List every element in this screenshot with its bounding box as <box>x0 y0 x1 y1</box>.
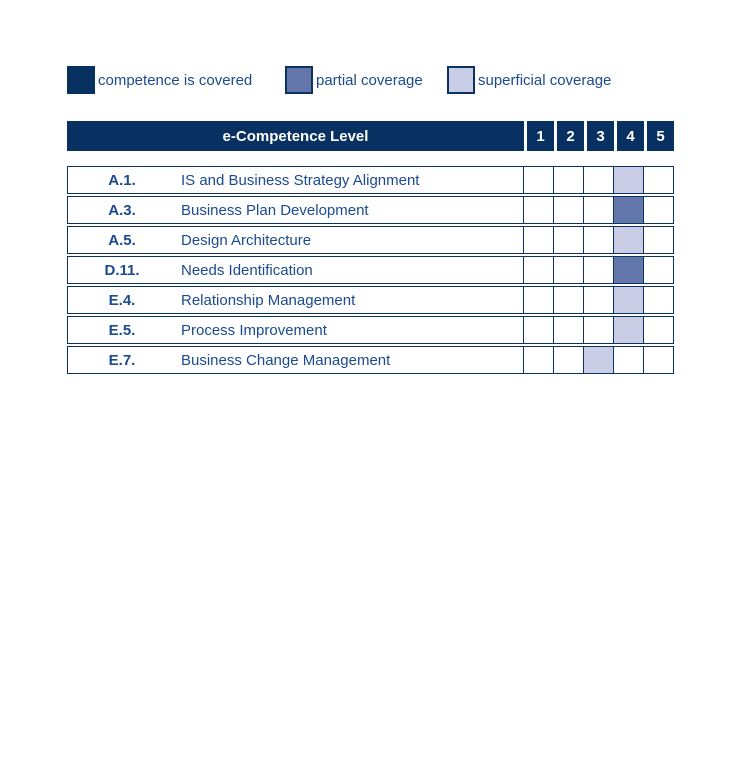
matrix-cell <box>643 167 673 193</box>
legend-label-partial: partial coverage <box>316 71 423 89</box>
table-row: A.3. Business Plan Development <box>67 196 674 224</box>
matrix-cell <box>583 257 613 283</box>
matrix-cell <box>523 257 553 283</box>
row-code: D.11. <box>104 261 140 279</box>
table-row: E.4. Relationship Management <box>67 286 674 314</box>
table-row: E.5. Process Improvement <box>67 316 674 344</box>
partial-swatch-icon <box>285 66 313 94</box>
matrix-cell <box>583 167 613 193</box>
matrix-cell <box>583 287 613 313</box>
matrix-cell <box>583 227 613 253</box>
row-code: A.5. <box>108 231 136 249</box>
level-header-3: 3 <box>587 121 614 151</box>
legend-item-partial: partial coverage <box>285 66 423 94</box>
row-label: Relationship Management <box>181 291 356 309</box>
matrix-cell <box>583 317 613 343</box>
level-header-2: 2 <box>557 121 584 151</box>
level-header-4: 4 <box>617 121 644 151</box>
matrix-cell <box>643 257 673 283</box>
covered-swatch-icon <box>67 66 95 94</box>
matrix-cell <box>553 257 583 283</box>
matrix-cell <box>553 227 583 253</box>
matrix-cell <box>613 317 643 343</box>
matrix-cell <box>643 317 673 343</box>
legend-label-superficial: superficial coverage <box>478 71 612 89</box>
matrix-cell <box>613 257 643 283</box>
row-label: Process Improvement <box>181 321 327 339</box>
row-label: Design Architecture <box>181 231 312 249</box>
table-row: E.7. Business Change Management <box>67 346 674 374</box>
matrix-cell <box>523 347 553 373</box>
row-code: E.7. <box>108 351 136 369</box>
matrix-cell <box>523 287 553 313</box>
matrix-cell <box>643 227 673 253</box>
legend-item-covered: competence is covered <box>67 66 252 94</box>
level-header-5: 5 <box>647 121 674 151</box>
matrix-cell <box>523 317 553 343</box>
matrix-cell <box>553 287 583 313</box>
matrix-cell <box>523 227 553 253</box>
matrix-cell <box>643 287 673 313</box>
table-header: e-Competence Level 1 2 3 4 5 <box>67 121 674 151</box>
row-code: A.1. <box>108 171 136 189</box>
matrix-cell <box>613 347 643 373</box>
matrix-cell <box>553 317 583 343</box>
level-header-1: 1 <box>527 121 554 151</box>
row-label: Business Plan Development <box>181 201 369 219</box>
matrix-cell <box>583 347 613 373</box>
matrix-cell <box>523 197 553 223</box>
competence-table: A.1. IS and Business Strategy Alignment … <box>67 166 674 376</box>
row-code: E.4. <box>108 291 136 309</box>
table-row: D.11. Needs Identification <box>67 256 674 284</box>
row-code: E.5. <box>108 321 136 339</box>
matrix-cell <box>643 347 673 373</box>
row-label: Business Change Management <box>181 351 391 369</box>
matrix-cell <box>523 167 553 193</box>
matrix-cell <box>613 197 643 223</box>
matrix-cell <box>583 197 613 223</box>
legend-item-superficial: superficial coverage <box>447 66 611 94</box>
matrix-cell <box>553 167 583 193</box>
row-code: A.3. <box>108 201 136 219</box>
table-title: e-Competence Level <box>67 121 524 151</box>
matrix-cell <box>553 347 583 373</box>
matrix-cell <box>553 197 583 223</box>
matrix-cell <box>643 197 673 223</box>
matrix-cell <box>613 227 643 253</box>
matrix-cell <box>613 167 643 193</box>
row-label: Needs Identification <box>181 261 313 279</box>
row-label: IS and Business Strategy Alignment <box>181 171 420 189</box>
superficial-swatch-icon <box>447 66 475 94</box>
legend-label-covered: competence is covered <box>98 71 253 89</box>
table-row: A.5. Design Architecture <box>67 226 674 254</box>
matrix-cell <box>613 287 643 313</box>
table-row: A.1. IS and Business Strategy Alignment <box>67 166 674 194</box>
